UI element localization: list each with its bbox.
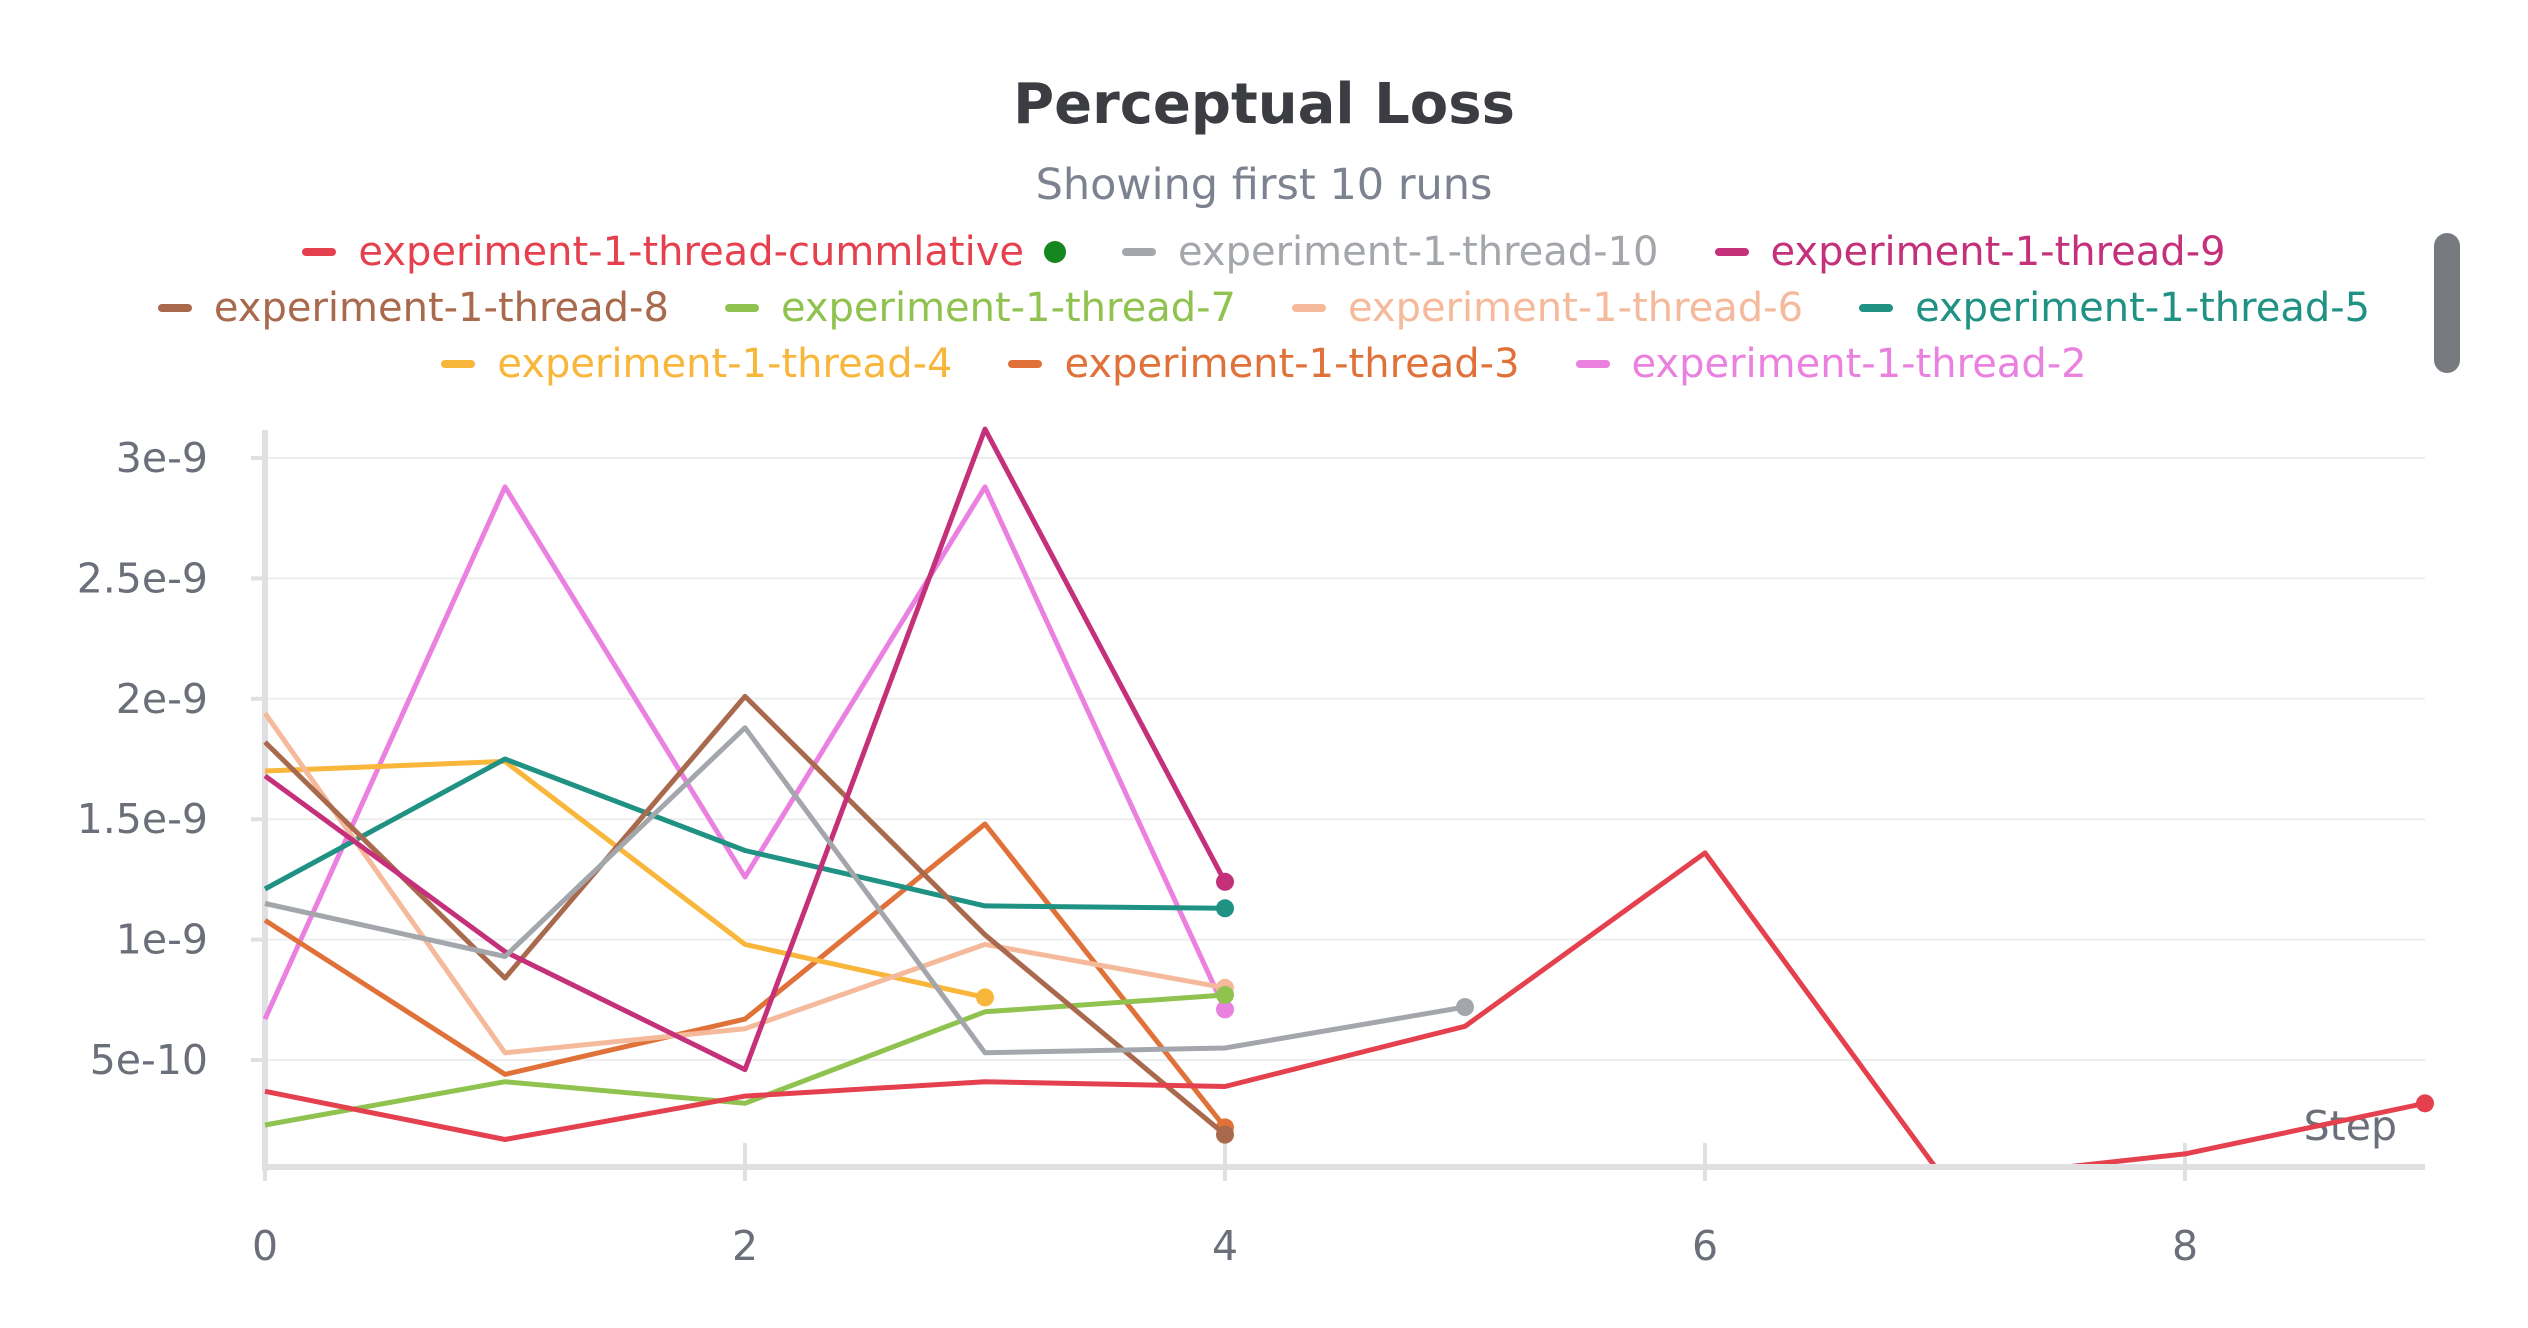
y-tick-label: 2.5e-9: [77, 554, 208, 602]
series-line: [264, 725, 1466, 1056]
legend-swatch: [157, 304, 192, 312]
series-end-point: [1216, 1000, 1234, 1019]
legend-label: experiment-1-thread-8: [213, 285, 669, 331]
legend-swatch: [302, 248, 337, 256]
y-tick-label: 5e-10: [90, 1036, 208, 1084]
legend-label: experiment-1-thread-5: [1915, 285, 2371, 331]
series-line: [263, 693, 1227, 1137]
legend-swatch: [1575, 360, 1610, 368]
x-tick-label: 0: [252, 1222, 278, 1270]
chart-subtitle: Showing first 10 runs: [1035, 160, 1493, 210]
series-end-point: [1216, 1125, 1234, 1144]
legend-swatch: [1714, 248, 1749, 256]
legend-item[interactable]: experiment-1-thread-2: [1575, 341, 2087, 387]
series-end-point: [2416, 1094, 2434, 1113]
legend-swatch: [441, 360, 476, 368]
series-line: [263, 756, 1226, 911]
legend-item[interactable]: experiment-1-thread-8: [157, 285, 669, 331]
legend-label: experiment-1-thread-9: [1770, 229, 2226, 275]
legend-item[interactable]: experiment-1-thread-10: [1122, 229, 1659, 275]
x-tick-label: 4: [1212, 1222, 1238, 1270]
legend-item[interactable]: experiment-1-thread-3: [1008, 341, 1520, 387]
legend-label: experiment-1-thread-cummlative: [358, 229, 1024, 275]
legend-row: experiment-1-thread-8 experiment-1-thread…: [0, 282, 2528, 334]
legend-swatch: [1859, 304, 1894, 312]
legend-label: experiment-1-thread-6: [1348, 285, 1804, 331]
y-tick-label: 1e-9: [116, 916, 208, 964]
series-end-point: [1456, 998, 1474, 1017]
series-line: [264, 850, 2426, 1164]
legend-label: experiment-1-thread-2: [1631, 341, 2087, 387]
legend-swatch: [1008, 360, 1043, 368]
legend-row: experiment-1-thread-4 experiment-1-thread…: [0, 338, 2528, 390]
legend-row: experiment-1-thread-cummlative experiment…: [0, 226, 2528, 278]
series-line: [262, 484, 1228, 1021]
series-end-point: [1216, 985, 1234, 1004]
x-tick-label: 6: [1692, 1222, 1718, 1270]
legend-label: experiment-1-thread-7: [780, 285, 1236, 331]
legend-scrollbar[interactable]: [2434, 233, 2460, 373]
legend-label: experiment-1-thread-10: [1178, 229, 1659, 275]
series-end-point: [1216, 899, 1234, 918]
y-tick-label: 2e-9: [116, 675, 208, 723]
y-tick-label: 3e-9: [116, 434, 208, 482]
x-tick-label: 2: [732, 1222, 758, 1270]
legend-item[interactable]: experiment-1-thread-cummlative: [302, 229, 1066, 275]
x-tick-label: 8: [2172, 1222, 2198, 1270]
y-tick-label: 1.5e-9: [77, 795, 208, 843]
series-line: [264, 992, 1226, 1128]
series-end-point: [1216, 872, 1234, 891]
legend-item[interactable]: experiment-1-thread-4: [441, 341, 952, 387]
legend-item[interactable]: experiment-1-thread-9: [1714, 229, 2226, 275]
legend-item[interactable]: experiment-1-thread-7: [724, 285, 1236, 331]
legend-swatch: [724, 304, 759, 312]
series-line: [263, 821, 1227, 1129]
series-line: [263, 426, 1228, 1073]
legend-swatch: [1292, 304, 1326, 312]
chart-title: Perceptual Loss: [1013, 72, 1515, 137]
series-end-point: [976, 988, 994, 1007]
legend-status-dot: [1044, 241, 1066, 263]
legend-swatch: [1122, 248, 1156, 256]
legend-item[interactable]: experiment-1-thread-6: [1292, 285, 1803, 331]
legend-label: experiment-1-thread-4: [497, 341, 953, 387]
legend-item[interactable]: experiment-1-thread-5: [1859, 285, 2370, 331]
series-line: [264, 758, 986, 1000]
legend-label: experiment-1-thread-3: [1064, 341, 1520, 387]
